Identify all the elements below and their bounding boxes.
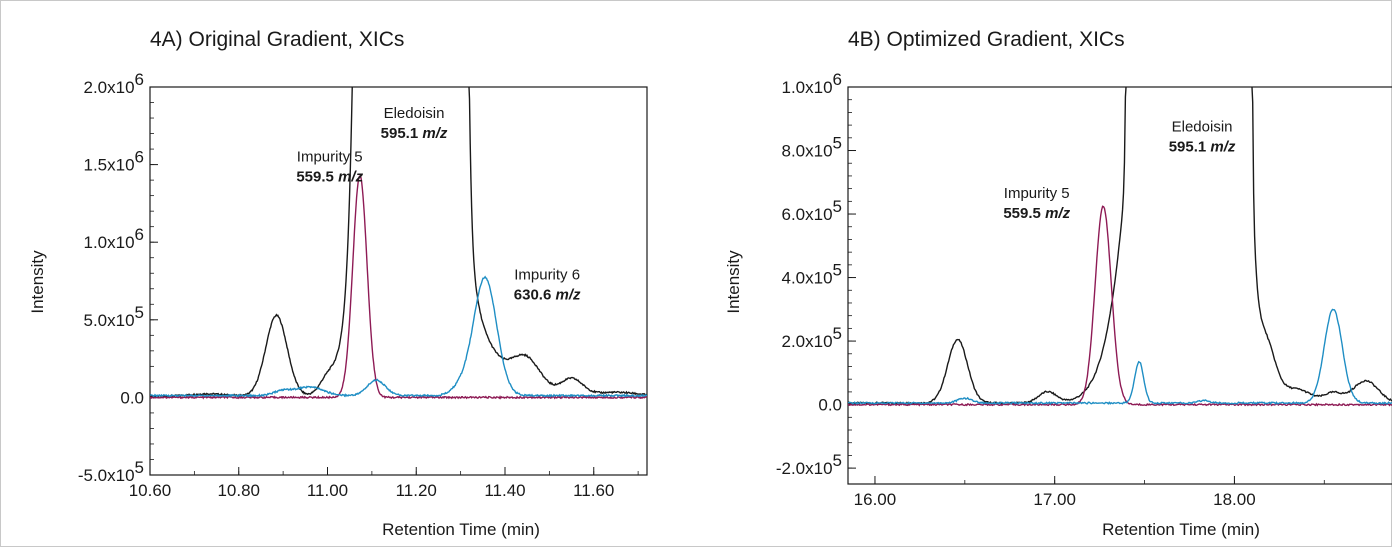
y-tick-label: 1.5x106	[83, 148, 144, 175]
series-line-0	[848, 87, 1392, 405]
x-axis-label: Retention Time (min)	[382, 520, 540, 539]
y-tick-mantissa: -2.0x10	[776, 459, 833, 478]
y-tick-exponent: 5	[833, 451, 842, 470]
annotation-mz: 595.1 m/z	[1169, 138, 1236, 155]
x-tick-label: 10.80	[217, 481, 260, 500]
x-tick-label: 10.60	[129, 481, 172, 500]
y-tick-exponent: 5	[833, 324, 842, 343]
y-tick-label: 8.0x105	[781, 134, 842, 161]
annotation-mz-value: 559.5	[1003, 205, 1041, 222]
chart-title: 4B) Optimized Gradient, XICs	[848, 28, 1125, 51]
y-tick-mantissa: 0.0	[120, 388, 144, 407]
y-tick-mantissa: 1.0x10	[781, 78, 832, 97]
y-tick-label: 0.0	[818, 396, 842, 415]
annotation-mz-value: 559.5	[296, 168, 334, 185]
y-tick-label: 1.0x106	[781, 70, 842, 97]
x-tick-label: 17.00	[1033, 490, 1076, 509]
series-line-2	[848, 308, 1392, 406]
y-tick-exponent: 5	[833, 261, 842, 280]
annotation-mz-unit: m/z	[556, 286, 582, 303]
annotation-mz-value: 630.6	[514, 286, 552, 303]
x-tick-label: 18.00	[1213, 490, 1256, 509]
y-tick-label: -2.0x105	[776, 451, 842, 478]
y-tick-mantissa: 6.0x10	[781, 205, 832, 224]
panel-optimized-gradient: 4B) Optimized Gradient, XICs Intensity R…	[724, 28, 1392, 539]
annotation-name: Impurity 6	[514, 266, 580, 283]
y-tick-exponent: 6	[833, 70, 842, 89]
y-tick-exponent: 5	[135, 303, 144, 322]
series-lines	[848, 87, 1392, 407]
annotation-name: Eledoisin	[384, 105, 445, 122]
y-tick-label: 1.0x106	[83, 225, 144, 252]
plot-area	[847, 86, 1392, 485]
y-tick-mantissa: -5.0x10	[78, 466, 135, 485]
y-axis-label: Intensity	[28, 250, 47, 314]
annotation-mz: 595.1 m/z	[381, 125, 448, 142]
y-tick-exponent: 5	[135, 458, 144, 477]
plot-area	[149, 86, 648, 476]
annotation-mz-unit: m/z	[1045, 205, 1071, 222]
x-tick-label: 11.60	[573, 481, 614, 500]
x-axis-label: Retention Time (min)	[1102, 520, 1260, 539]
annotation-mz: 630.6 m/z	[514, 286, 581, 303]
annotation-mz-value: 595.1	[381, 125, 419, 142]
y-tick-exponent: 6	[135, 148, 144, 167]
annotation-name: Impurity 5	[1004, 185, 1070, 202]
y-tick-exponent: 6	[135, 225, 144, 244]
y-axis-label: Intensity	[724, 250, 743, 314]
panel-original-gradient: 4A) Original Gradient, XICs Intensity Re…	[28, 28, 648, 539]
y-tick-mantissa: 5.0x10	[83, 311, 134, 330]
x-tick-label: 11.40	[484, 481, 525, 500]
y-tick-mantissa: 1.0x10	[83, 233, 134, 252]
series-line-2	[150, 275, 647, 398]
y-tick-label: 2.0x106	[83, 70, 144, 97]
y-tick-mantissa: 0.0	[818, 396, 842, 415]
annotation-name: Eledoisin	[1172, 118, 1233, 135]
axis-ticks: 16.0017.0018.0019.00-2.0x1050.02.0x1054.…	[776, 70, 1325, 509]
annotation-mz-unit: m/z	[338, 168, 364, 185]
y-tick-exponent: 6	[135, 70, 144, 89]
x-tick-label: 11.00	[307, 481, 348, 500]
annotation-mz: 559.5 m/z	[1003, 205, 1070, 222]
annotation-mz: 559.5 m/z	[296, 168, 363, 185]
series-line-1	[848, 205, 1392, 407]
y-tick-mantissa: 4.0x10	[781, 269, 832, 288]
annotation-name: Impurity 5	[297, 148, 363, 165]
y-tick-mantissa: 1.5x10	[83, 156, 134, 175]
y-tick-label: -5.0x105	[78, 458, 144, 485]
y-tick-label: 6.0x105	[781, 197, 842, 224]
x-tick-label: 16.00	[854, 490, 897, 509]
y-tick-exponent: 5	[833, 134, 842, 153]
y-tick-label: 5.0x105	[83, 303, 144, 330]
x-tick-label: 11.20	[396, 481, 437, 500]
series-line-1	[150, 175, 647, 400]
y-tick-exponent: 5	[833, 197, 842, 216]
annotation-mz-value: 595.1	[1169, 138, 1207, 155]
annotations: Impurity 5 559.5 m/z Eledoisin 595.1 m/z Imp…	[296, 105, 581, 303]
y-tick-mantissa: 2.0x10	[83, 78, 134, 97]
y-tick-mantissa: 8.0x10	[781, 142, 832, 161]
series-lines	[150, 87, 647, 400]
axis-ticks: 10.60 10.80 11.00 11.20 11.40 11.60-5.0x1050.…	[78, 70, 639, 500]
chart-title: 4A) Original Gradient, XICs	[150, 28, 404, 51]
annotation-mz-unit: m/z	[1210, 138, 1236, 155]
y-tick-label: 4.0x105	[781, 261, 842, 288]
y-tick-label: 2.0x105	[781, 324, 842, 351]
y-tick-label: 0.0	[120, 388, 144, 407]
y-tick-mantissa: 2.0x10	[781, 332, 832, 351]
annotation-mz-unit: m/z	[422, 125, 448, 142]
